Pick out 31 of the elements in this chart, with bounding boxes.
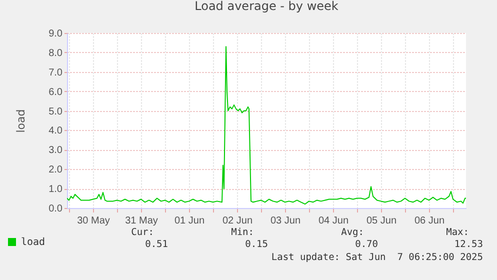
y-tick-label: 2.0 [48,164,63,176]
y-tick-label: 5.0 [48,106,63,118]
y-tick-label: 4.0 [48,126,63,137]
chart-title: Load average - by week [194,0,338,13]
line-series [67,46,466,205]
x-tick-label: 04 Jun [318,216,349,226]
y-tick-label: 3.0 [48,145,63,156]
x-tick-label: 02 Jun [222,216,253,226]
y-tick-label: 6.0 [48,86,63,98]
text: Cur: [130,227,154,238]
y-tick-label: 1.0 [48,184,63,196]
y-tick-label: 9.0 [48,28,63,40]
text: Avg: [340,227,364,238]
text: Max: [445,227,469,238]
x-tick-label: 03 Jun [270,216,301,226]
text: 0.51 [144,239,168,250]
x-tick-label: 30 May [77,216,110,226]
x-tick-label: 31 May [125,216,158,226]
y-axis-title: load [14,109,28,133]
legend-label: load [21,237,46,248]
x-tick-label: 05 Jun [366,216,397,226]
text: 0.15 [244,239,268,250]
text: Min: [230,227,254,238]
x-tick-label: 01 Jun [174,216,205,226]
text: 12.53 [453,239,483,250]
text: Last update: Sat Jun 7 06:25:00 2025 [270,252,483,263]
x-tick-label: 06 Jun [414,216,445,226]
y-tick-label: 0.0 [48,204,63,214]
y-tick-label: 7.0 [48,67,63,78]
text: 0.70 [354,239,378,250]
y-tick-label: 8.0 [48,48,63,59]
